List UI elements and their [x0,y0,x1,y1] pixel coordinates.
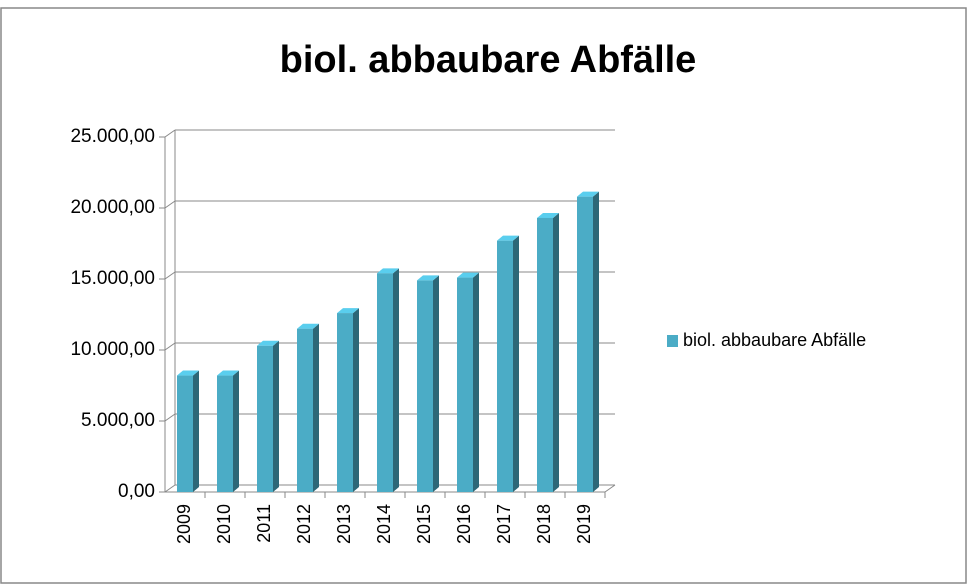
bar-side [393,268,399,492]
bar-side [273,340,279,492]
grid-line [164,129,176,138]
bar-top [497,235,519,241]
bar-side [473,272,479,492]
bar-top [177,370,199,376]
bar-top [377,268,399,274]
chart-title: biol. abbaubare Abfälle [280,39,697,81]
x-tick-label: 2014 [374,504,394,544]
x-tick-label: 2018 [534,504,554,544]
bar-top [417,275,439,281]
x-tick-label: 2012 [294,504,314,544]
bar-side [553,212,559,492]
grid-line [164,484,176,493]
bar [577,196,593,492]
bar [457,277,473,492]
y-tick-label: 15.000,00 [70,268,155,289]
bar-top [577,191,599,197]
legend-swatch [667,335,678,347]
y-tick-label: 20.000,00 [70,197,155,218]
bar-top [297,323,319,329]
bar [217,375,233,492]
x-tick-label: 2013 [334,504,354,544]
bar [417,280,433,492]
bar-side [513,235,519,492]
bar-side [593,191,599,492]
x-tick-label: 2019 [574,504,594,544]
x-tick-label: 2009 [174,504,194,544]
bar-top [217,370,239,376]
legend-label: biol. abbaubare Abfälle [683,330,866,350]
x-tick-label: 2016 [454,504,474,544]
y-tick-label: 5.000,00 [81,410,155,431]
grid-line [164,342,176,351]
bar-side [193,370,199,492]
grid-line [164,271,176,280]
bar-top [537,212,559,218]
bar-top [257,340,279,346]
bar-side [313,323,319,492]
x-tick-label: 2011 [254,504,274,543]
bar [257,345,273,492]
bar [497,240,513,492]
x-tick-label: 2015 [414,504,434,544]
bar [297,328,313,492]
grid-line [164,200,176,209]
bar [337,313,353,492]
bar [377,273,393,492]
bar-side [233,370,239,492]
grid-line [164,413,176,422]
bar-top [337,308,359,314]
chart-border [0,7,967,584]
x-tick-label: 2017 [494,504,514,544]
bar-top [457,272,479,278]
x-tick-label: 2010 [214,504,234,544]
y-tick-label: 0,00 [118,481,155,502]
bar-side [433,275,439,492]
bar [537,217,553,492]
bar-side [353,308,359,492]
bar [177,375,193,492]
axis-line [604,484,616,493]
y-tick-label: 10.000,00 [70,339,155,360]
y-tick-label: 25.000,00 [70,126,155,147]
